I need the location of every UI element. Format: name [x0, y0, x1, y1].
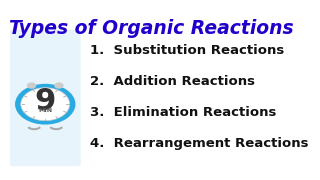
- Text: 3.  Elimination Reactions: 3. Elimination Reactions: [90, 106, 276, 119]
- Text: 1.  Substitution Reactions: 1. Substitution Reactions: [90, 44, 284, 57]
- Text: MIN: MIN: [38, 108, 52, 113]
- Circle shape: [21, 88, 70, 121]
- Circle shape: [54, 82, 64, 89]
- Circle shape: [27, 82, 36, 89]
- Text: 4.  Rearrangement Reactions: 4. Rearrangement Reactions: [90, 137, 308, 150]
- Text: 2.  Addition Reactions: 2. Addition Reactions: [90, 75, 255, 88]
- Text: 9: 9: [35, 87, 56, 116]
- FancyBboxPatch shape: [10, 30, 81, 166]
- Text: Types of Organic Reactions: Types of Organic Reactions: [9, 19, 294, 38]
- Circle shape: [15, 84, 76, 125]
